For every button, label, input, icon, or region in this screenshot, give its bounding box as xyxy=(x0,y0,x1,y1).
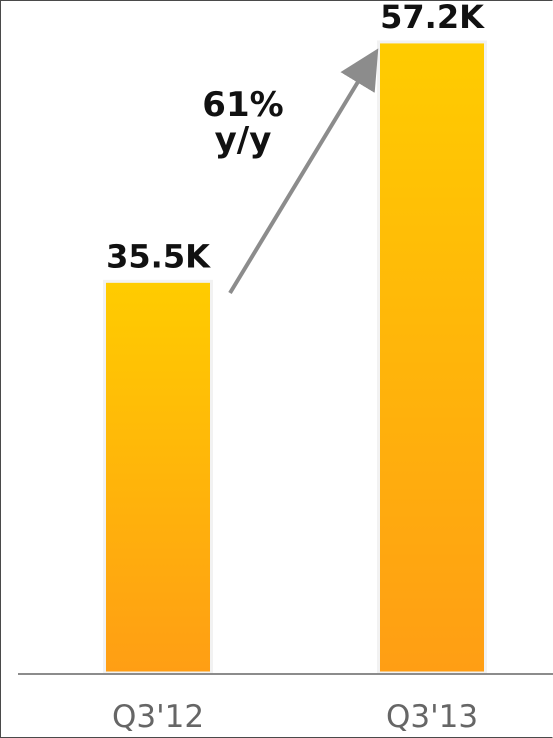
bar-0 xyxy=(103,279,213,675)
growth-arrow xyxy=(228,48,379,295)
x-tick-label-0: Q3'12 xyxy=(112,699,204,735)
bar-1 xyxy=(377,40,487,675)
value-label-1: 57.2K xyxy=(380,0,485,36)
value-label-0: 35.5K xyxy=(106,237,211,275)
growth-period-label: y/y xyxy=(215,120,272,160)
growth-percent-label: 61% xyxy=(202,85,283,125)
x-tick-labels: Q3'12 Q3'13 xyxy=(112,699,478,735)
bars-group xyxy=(103,40,487,675)
value-labels-group: 35.5K 57.2K xyxy=(106,0,485,275)
x-tick-label-1: Q3'13 xyxy=(386,699,478,735)
